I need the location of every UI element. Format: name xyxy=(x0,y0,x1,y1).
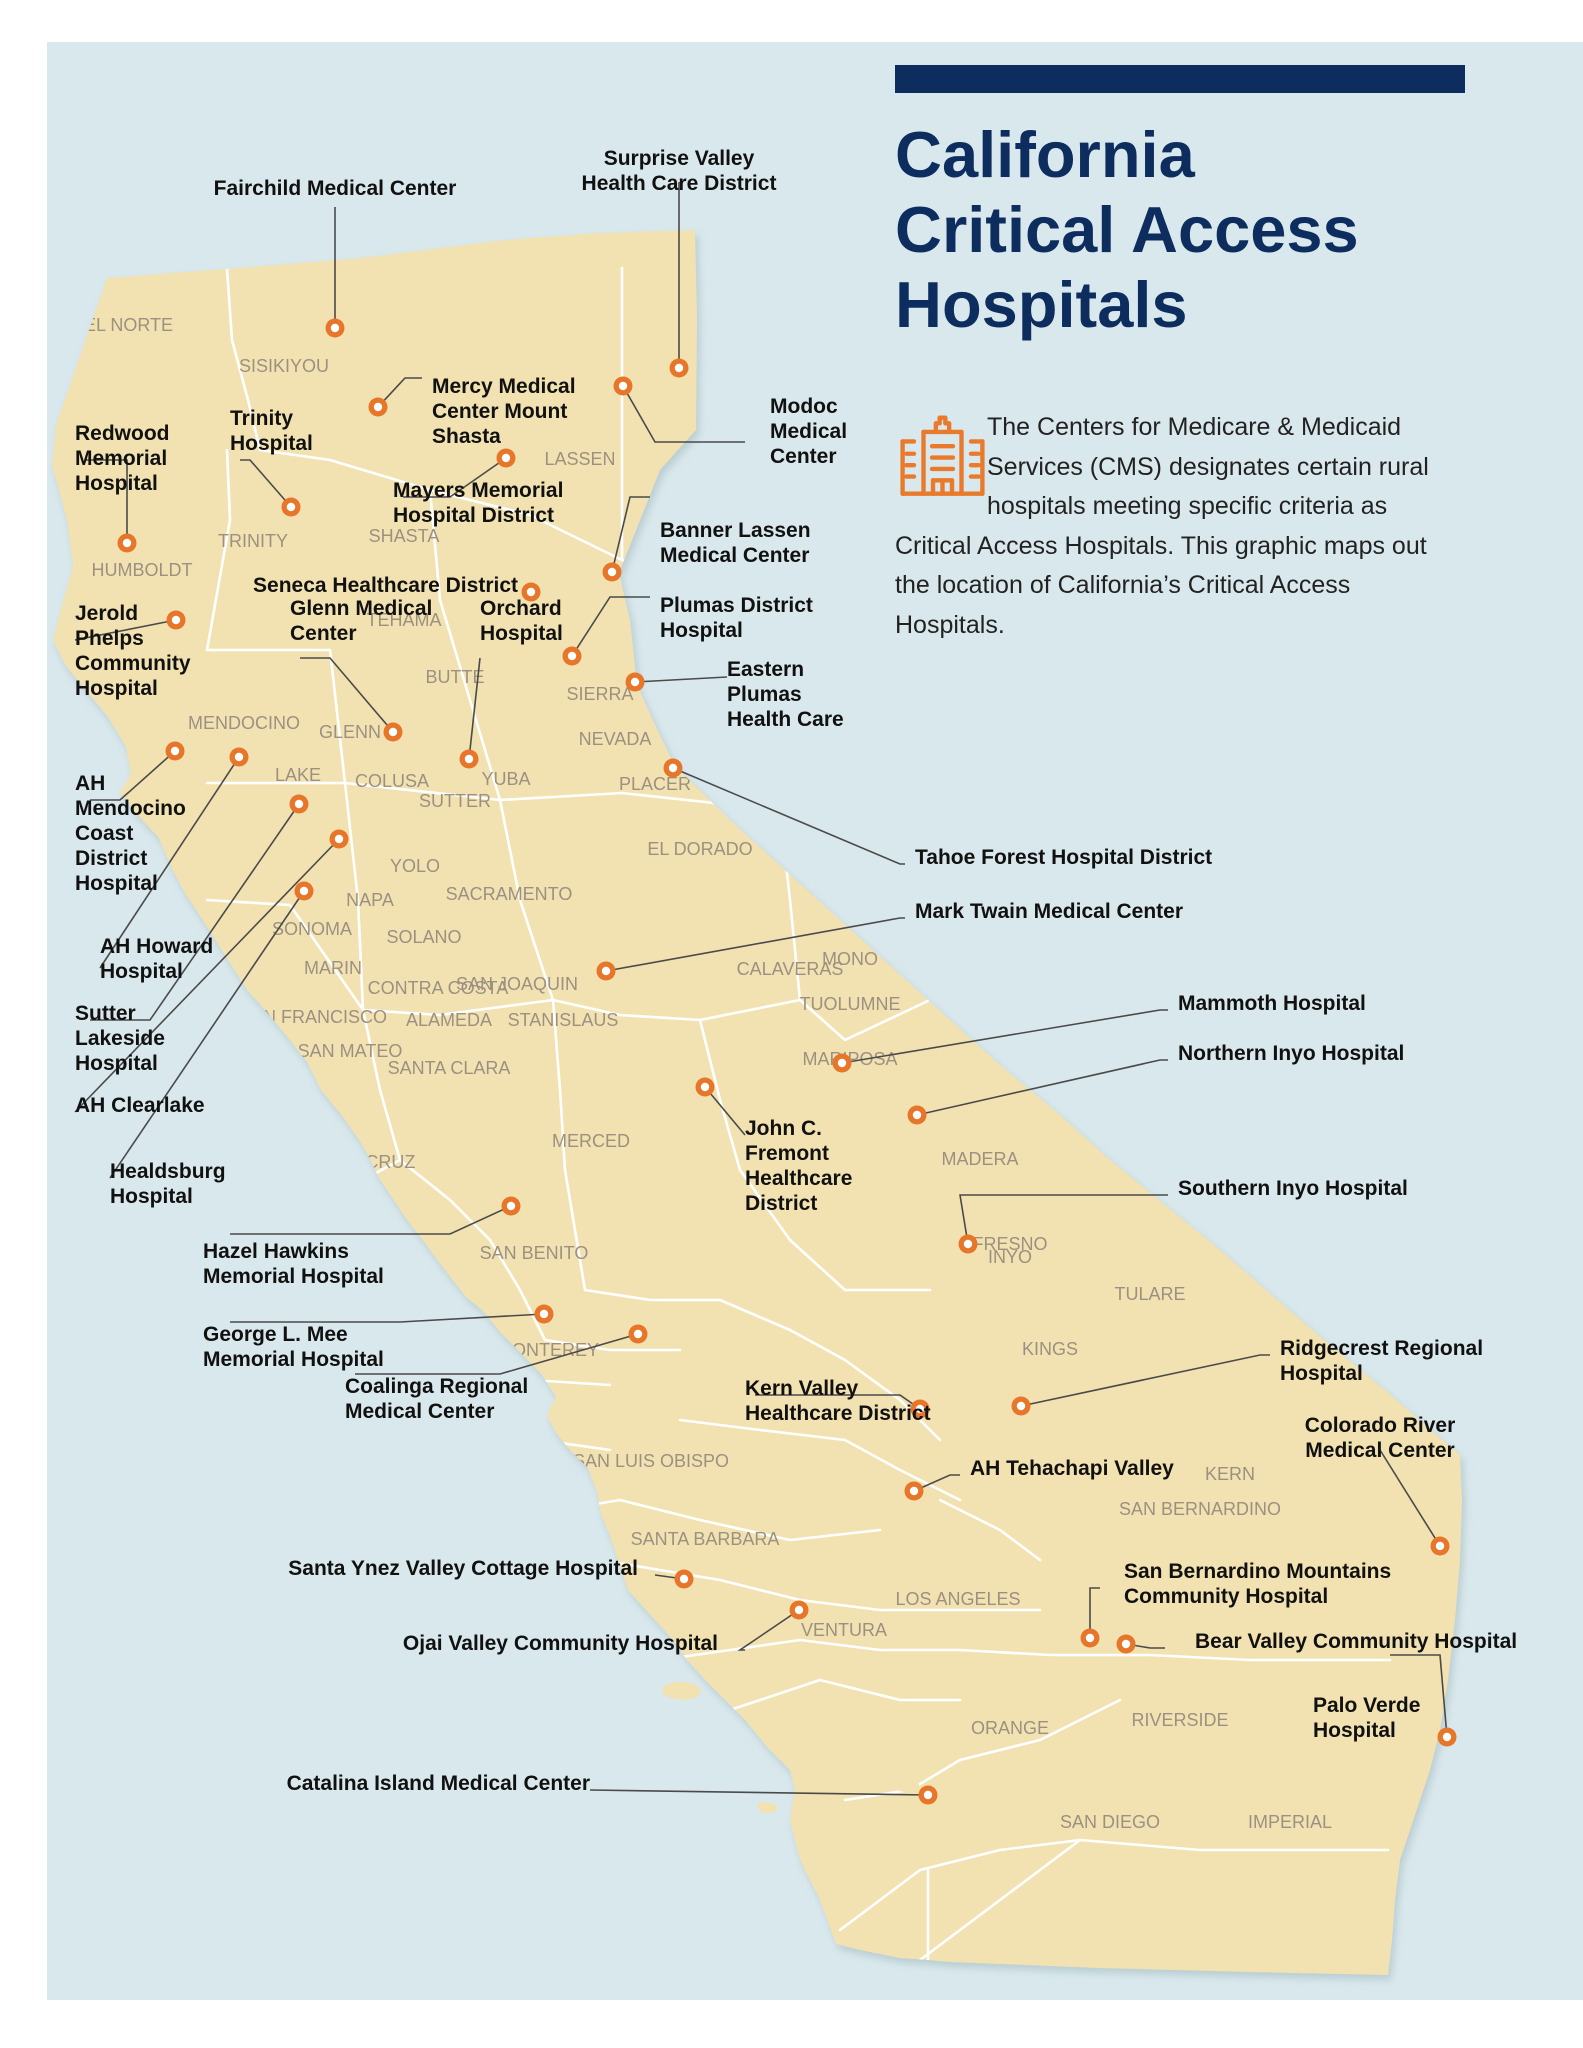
svg-text:HUMBOLDT: HUMBOLDT xyxy=(91,560,192,580)
svg-text:Seneca Healthcare District: Seneca Healthcare District xyxy=(253,574,518,597)
svg-text:MENDOCINO: MENDOCINO xyxy=(188,713,300,733)
svg-text:GLENN: GLENN xyxy=(319,722,381,742)
svg-text:LASSEN: LASSEN xyxy=(544,449,615,469)
svg-text:AH Tehachapi Valley: AH Tehachapi Valley xyxy=(970,1457,1174,1480)
svg-text:KINGS: KINGS xyxy=(1022,1339,1078,1359)
svg-text:SAN DIEGO: SAN DIEGO xyxy=(1060,1812,1160,1832)
svg-text:TUOLUMNE: TUOLUMNE xyxy=(799,994,900,1014)
svg-text:Mammoth Hospital: Mammoth Hospital xyxy=(1178,992,1366,1015)
svg-text:LOS ANGELES: LOS ANGELES xyxy=(895,1589,1020,1609)
svg-text:SANTA CRUZ: SANTA CRUZ xyxy=(303,1152,416,1172)
svg-text:VENTURA: VENTURA xyxy=(801,1620,887,1640)
svg-text:SAN BERNARDINO: SAN BERNARDINO xyxy=(1119,1499,1281,1519)
svg-text:ALPINE: ALPINE xyxy=(743,814,807,834)
svg-text:ALAMEDA: ALAMEDA xyxy=(406,1010,492,1030)
svg-text:SIERRA: SIERRA xyxy=(566,684,633,704)
svg-text:Fairchild Medical Center: Fairchild Medical Center xyxy=(214,177,457,200)
svg-text:Catalina Island Medical Center: Catalina Island Medical Center xyxy=(287,1772,590,1795)
svg-text:NEVADA: NEVADA xyxy=(579,729,652,749)
svg-text:MARIN: MARIN xyxy=(304,958,362,978)
svg-text:PLACER: PLACER xyxy=(619,774,691,794)
svg-text:RIVERSIDE: RIVERSIDE xyxy=(1131,1710,1228,1730)
svg-text:MERCED: MERCED xyxy=(552,1131,630,1151)
svg-text:SACRAMENTO: SACRAMENTO xyxy=(446,884,573,904)
svg-text:SOLANO: SOLANO xyxy=(386,927,461,947)
svg-text:SAN JOAQUIN: SAN JOAQUIN xyxy=(456,974,578,994)
svg-text:SAN LUIS OBISPO: SAN LUIS OBISPO xyxy=(573,1451,729,1471)
svg-text:EL DORADO: EL DORADO xyxy=(647,839,752,859)
svg-text:ORANGE: ORANGE xyxy=(971,1718,1049,1738)
svg-text:MADERA: MADERA xyxy=(941,1149,1018,1169)
svg-text:BUTTE: BUTTE xyxy=(425,667,484,687)
svg-text:INYO: INYO xyxy=(988,1247,1032,1267)
svg-text:Bear Valley Community Hospital: Bear Valley Community Hospital xyxy=(1195,1630,1517,1653)
svg-text:DEL NORTE: DEL NORTE xyxy=(71,315,173,335)
svg-text:NAPA: NAPA xyxy=(346,890,394,910)
svg-text:Northern Inyo Hospital: Northern Inyo Hospital xyxy=(1178,1042,1404,1065)
svg-text:SHASTA: SHASTA xyxy=(369,526,440,546)
svg-text:SAN BENITO: SAN BENITO xyxy=(480,1243,589,1263)
svg-text:TRINITY: TRINITY xyxy=(218,531,288,551)
svg-text:Ojai Valley Community Hospital: Ojai Valley Community Hospital xyxy=(403,1632,718,1655)
svg-text:Southern Inyo Hospital: Southern Inyo Hospital xyxy=(1178,1177,1408,1200)
svg-text:TULARE: TULARE xyxy=(1114,1284,1185,1304)
svg-text:Tahoe Forest Hospital District: Tahoe Forest Hospital District xyxy=(915,846,1212,869)
svg-text:YOLO: YOLO xyxy=(390,856,440,876)
svg-text:SANTA BARBARA: SANTA BARBARA xyxy=(631,1529,780,1549)
svg-text:YUBA: YUBA xyxy=(481,769,530,789)
svg-text:SISIKIYOU: SISIKIYOU xyxy=(239,356,329,376)
svg-text:LAKE: LAKE xyxy=(275,765,321,785)
svg-text:SAN MATEO: SAN MATEO xyxy=(298,1041,403,1061)
svg-text:AH Clearlake: AH Clearlake xyxy=(75,1094,205,1117)
svg-text:MONO: MONO xyxy=(822,949,878,969)
svg-text:COLUSA: COLUSA xyxy=(355,771,429,791)
svg-text:SUTTER: SUTTER xyxy=(419,791,491,811)
svg-text:STANISLAUS: STANISLAUS xyxy=(508,1010,619,1030)
svg-text:Mark Twain Medical Center: Mark Twain Medical Center xyxy=(915,900,1183,923)
svg-text:IMPERIAL: IMPERIAL xyxy=(1248,1812,1332,1832)
svg-text:SAN FRANCISCO: SAN FRANCISCO xyxy=(239,1007,387,1027)
svg-text:KERN: KERN xyxy=(1205,1464,1255,1484)
svg-text:SANTA CLARA: SANTA CLARA xyxy=(388,1058,511,1078)
svg-text:Santa Ynez Valley Cottage Hosp: Santa Ynez Valley Cottage Hospital xyxy=(288,1557,638,1580)
